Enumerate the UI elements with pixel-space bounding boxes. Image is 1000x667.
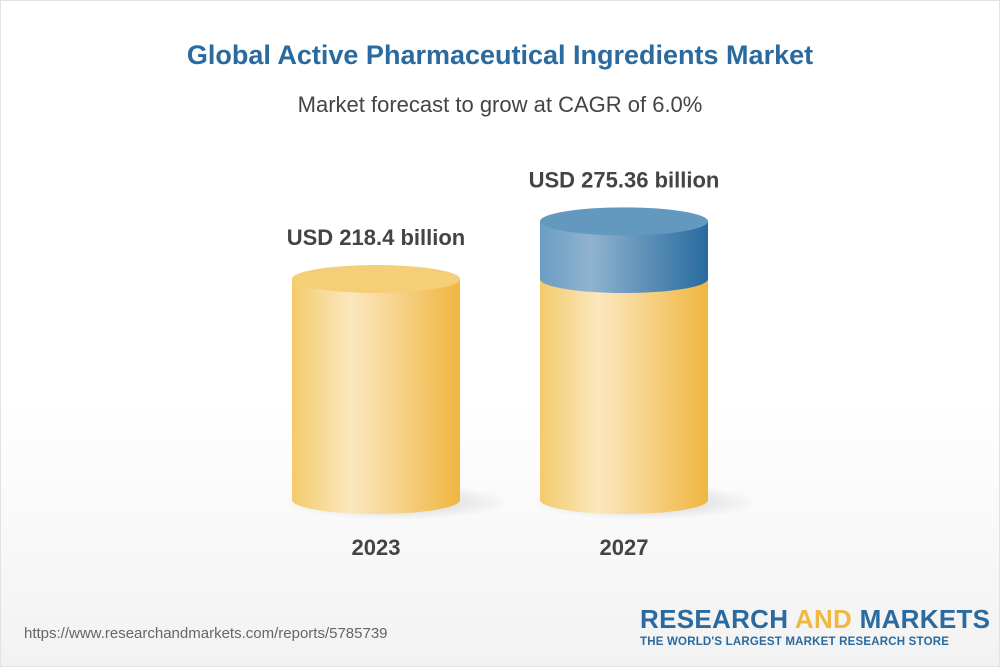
category-label-2023: 2023 (352, 535, 401, 560)
chart-subtitle: Market forecast to grow at CAGR of 6.0% (297, 92, 703, 117)
value-label-2023: USD 218.4 billion (287, 225, 466, 250)
cylinder-base-2027 (540, 279, 708, 514)
cylinder-base-2023 (292, 279, 460, 514)
source-url[interactable]: https://www.researchandmarkets.com/repor… (24, 625, 388, 642)
cylinder-growth-2027 (540, 221, 708, 293)
cylinder-top-2027 (540, 207, 708, 236)
research-and-markets-logo: RESEARCH AND MARKETS THE WORLD'S LARGEST… (640, 604, 991, 648)
chart-title: Global Active Pharmaceutical Ingredients… (186, 40, 814, 70)
cylinder-top-2023 (292, 265, 460, 293)
category-label-2027: 2027 (600, 535, 649, 560)
value-label-2027: USD 275.36 billion (529, 167, 720, 192)
